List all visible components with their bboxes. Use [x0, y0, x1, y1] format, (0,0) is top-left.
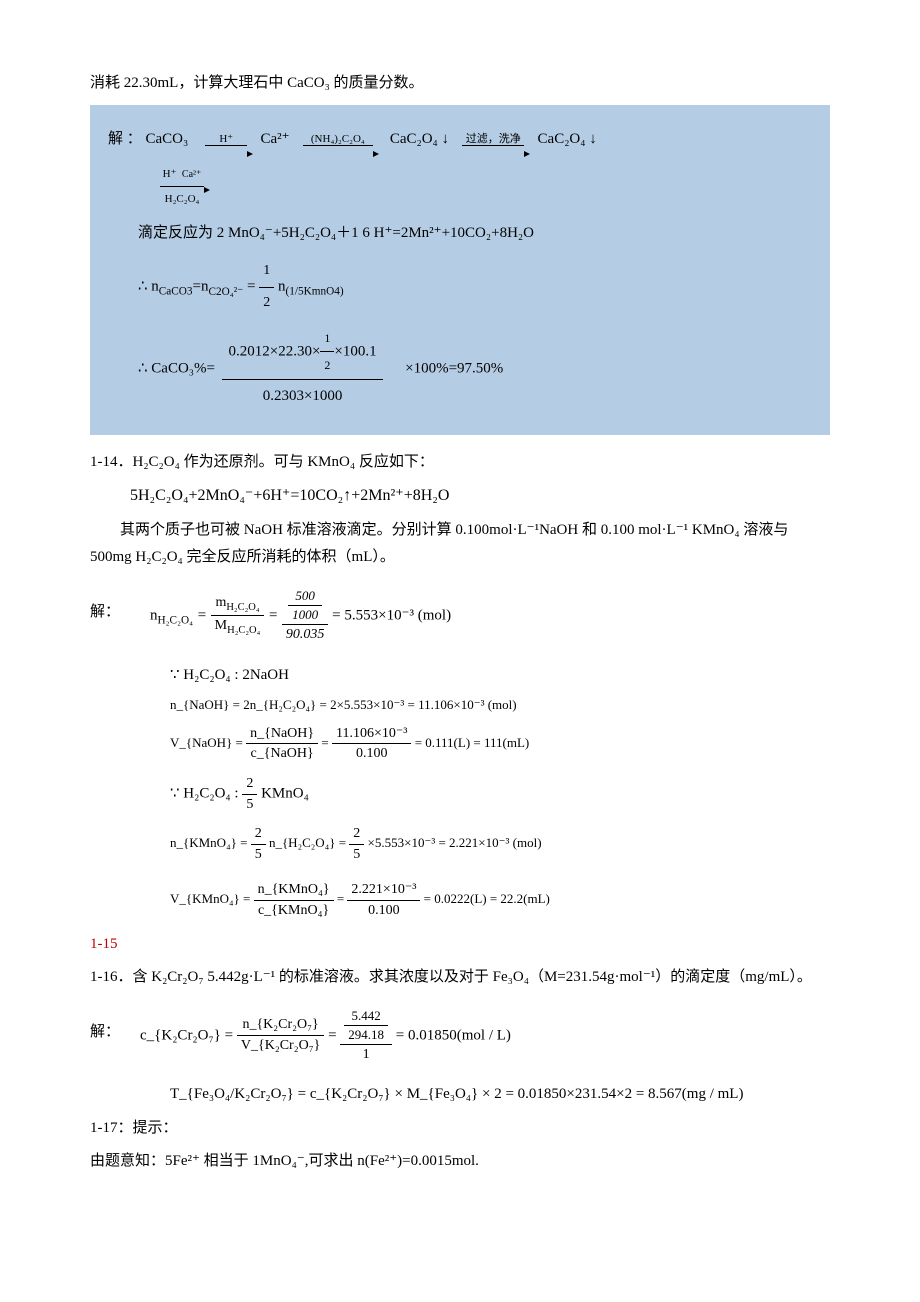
p1-16-head: 1-16．含 K₂Cr₂O₇ 5.442g·L⁻¹ 的标准溶液。求其浓度以及对于… — [90, 964, 830, 991]
text: ∵ H₂C₂O₄ : — [170, 785, 242, 801]
solve-label-2: 解： — [90, 1019, 120, 1046]
text: n_{H₂C₂O₄} = — [269, 835, 349, 850]
arrow-bot: H₂C₂O₄ — [160, 186, 204, 211]
titration-eq: 滴定反应为 2 MnO₄⁻+5H₂C₂O₄＋1 6 H⁺=2Mn²⁺+10CO₂… — [108, 217, 812, 250]
text: ×5.553×10⁻³ = 2.221×10⁻³ (mol) — [368, 835, 542, 850]
frac-den: 0.2303×1000 — [222, 380, 382, 413]
p1-17-head: 1-17：提示： — [90, 1115, 830, 1142]
frac-den: 0.100 — [347, 901, 420, 921]
text: ∵ H₂C₂O₄ : 2NaOH — [170, 665, 830, 686]
sub: H₂C₂O₄ — [158, 614, 194, 626]
frac-den: 294.18 — [344, 1026, 388, 1044]
sub: C2O₄²⁻ — [209, 286, 244, 298]
reaction-chain: 解 ： CaCO₃ H⁺ Ca²⁺ (NH₄)₂C₂O₄ CaC₂O₄ ↓ 过滤… — [108, 123, 812, 156]
ratio-2: ∵ H₂C₂O₄ : 25 KMnO₄ — [170, 774, 830, 814]
percent-calc: ∴ CaCO₃%= 0.2012×22.30×12×100.1 0.2303×1… — [108, 325, 812, 413]
frac-den: c_{KMnO₄} — [254, 901, 334, 921]
text: n_{KMnO₄} = — [170, 835, 251, 850]
arrow-2: (NH₄)₂C₂O₄ — [303, 123, 373, 156]
text: KMnO₄ — [261, 785, 309, 801]
frac-num: 2 — [242, 774, 257, 795]
text: T_{Fe₃O₄/K₂Cr₂O₇} = c_{K₂Cr₂O₇} × M_{Fe₃… — [170, 1084, 830, 1105]
text: = 0.0222(L) = 22.2(mL) — [424, 891, 550, 906]
frac-num: n_{KMnO₄} — [254, 880, 334, 901]
frac-den: 5 — [242, 795, 257, 815]
frac-num: 2.221×10⁻³ — [347, 880, 420, 901]
eq-row: n_{NaOH} = 2n_{H₂C₂O₄} = 2×5.553×10⁻³ = … — [170, 696, 830, 714]
frac-den: V_{K₂Cr₂O₇} — [237, 1036, 324, 1056]
frac-den: c_{NaOH} — [246, 744, 318, 764]
frac-num: 11.106×10⁻³ — [332, 724, 411, 745]
text: 解 ： CaCO₃ — [108, 131, 188, 147]
p1-17-body: 由题意知：5Fe²⁺ 相当于 1MnO₄⁻,可求出 n(Fe²⁺)=0.0015… — [90, 1148, 830, 1175]
p1-14-body: 其两个质子也可被 NaOH 标准溶液滴定。分别计算 0.100mol·L⁻¹Na… — [90, 517, 830, 571]
text: = 0.01850(mol / L) — [396, 1027, 511, 1043]
arrow-3: 过滤，洗净 — [462, 123, 524, 156]
solution-box-1-13: 解 ： CaCO₃ H⁺ Ca²⁺ (NH₄)₂C₂O₄ CaC₂O₄ ↓ 过滤… — [90, 105, 830, 435]
sub: CaCO3 — [159, 286, 193, 298]
frac-den: 90.035 — [282, 625, 329, 645]
T-eq: T_{Fe₃O₄/K₂Cr₂O₇} = c_{K₂Cr₂O₇} × M_{Fe₃… — [170, 1084, 830, 1105]
text: V_{NaOH} = — [170, 735, 246, 750]
frac-num: 2 — [349, 824, 364, 845]
top-line: 消耗 22.30mL，计算大理石中 CaCO₃ 的质量分数。 — [90, 70, 830, 97]
text: c_{K₂Cr₂O₇} = — [140, 1027, 237, 1043]
c-k2cr2o7: c_{K₂Cr₂O₇} = n_{K₂Cr₂O₇}V_{K₂Cr₂O₇} = 5… — [140, 1007, 511, 1065]
text: Ca²⁺ — [260, 131, 289, 147]
frac-num: 5.442 — [344, 1007, 388, 1026]
frac-num: n_{K₂Cr₂O₇} — [237, 1015, 324, 1036]
p1-14-eq: 5H₂C₂O₄+2MnO₄⁻+6H⁺=10CO₂↑+2Mn²⁺+8H₂O — [130, 482, 830, 511]
arrow-4: H⁺ Ca²⁺ H₂C₂O₄ — [160, 162, 204, 211]
ratio-1: ∵ H₂C₂O₄ : 2NaOH — [170, 665, 830, 686]
kmno4-calcs: n_{KMnO₄} = 25 n_{H₂C₂O₄} = 25 ×5.553×10… — [170, 824, 830, 920]
text: CaC₂O₄ ↓ — [390, 131, 449, 147]
text: = 0.111(L) = 111(mL) — [415, 735, 530, 750]
text: ∴ CaCO₃%= — [138, 360, 215, 376]
mole-relation: ∴ nCaCO3=nC2O₄²⁻= 12 n(1/5KmnO4) — [108, 256, 812, 319]
frac-den: 5 — [349, 845, 364, 865]
p1-15: 1-15 — [90, 931, 830, 958]
text: ∴ n — [138, 279, 159, 295]
arrow-label: (NH₄)₂C₂O₄ — [303, 133, 373, 145]
eq-n-h2c2o4: nH₂C₂O₄ = mH₂C₂O₄MH₂C₂O₄ = 5001000 90.03… — [150, 587, 451, 645]
naoh-calcs: n_{NaOH} = 2n_{H₂C₂O₄} = 2×5.553×10⁻³ = … — [170, 696, 830, 764]
frac-den: 1 — [340, 1045, 392, 1065]
reaction-chain-2: H⁺ Ca²⁺ H₂C₂O₄ — [108, 162, 812, 211]
arrow-top: H⁺ — [163, 168, 177, 180]
text: =n — [193, 279, 209, 295]
text: ×100%=97.50% — [405, 360, 503, 376]
arrow-top2: Ca²⁺ — [182, 169, 201, 180]
frac-den: 0.100 — [332, 744, 411, 764]
frac-num: 1 — [259, 256, 274, 288]
solve-label: 解： — [90, 599, 120, 626]
frac-num: n_{NaOH} — [246, 724, 318, 745]
frac-num: 500 — [288, 587, 322, 606]
arrow-1: H⁺ — [205, 123, 247, 156]
sub: (1/5KmnO4) — [285, 286, 343, 298]
document-page: 消耗 22.30mL，计算大理石中 CaCO₃ 的质量分数。 解 ： CaCO₃… — [0, 0, 920, 1241]
arrow-label: H⁺ — [205, 133, 247, 145]
frac-den: 1000 — [288, 606, 322, 624]
frac-num: 2 — [251, 824, 266, 845]
frac-den: 5 — [251, 845, 266, 865]
frac-den: 2 — [259, 288, 274, 319]
arrow-label: 过滤，洗净 — [462, 133, 524, 145]
p1-14-head: 1-14．H₂C₂O₄ 作为还原剂。可与 KMnO₄ 反应如下： — [90, 449, 830, 476]
text: = 5.553×10⁻³ (mol) — [332, 607, 451, 623]
text: V_{KMnO₄} = — [170, 891, 254, 906]
text: CaC₂O₄ ↓ — [538, 131, 597, 147]
